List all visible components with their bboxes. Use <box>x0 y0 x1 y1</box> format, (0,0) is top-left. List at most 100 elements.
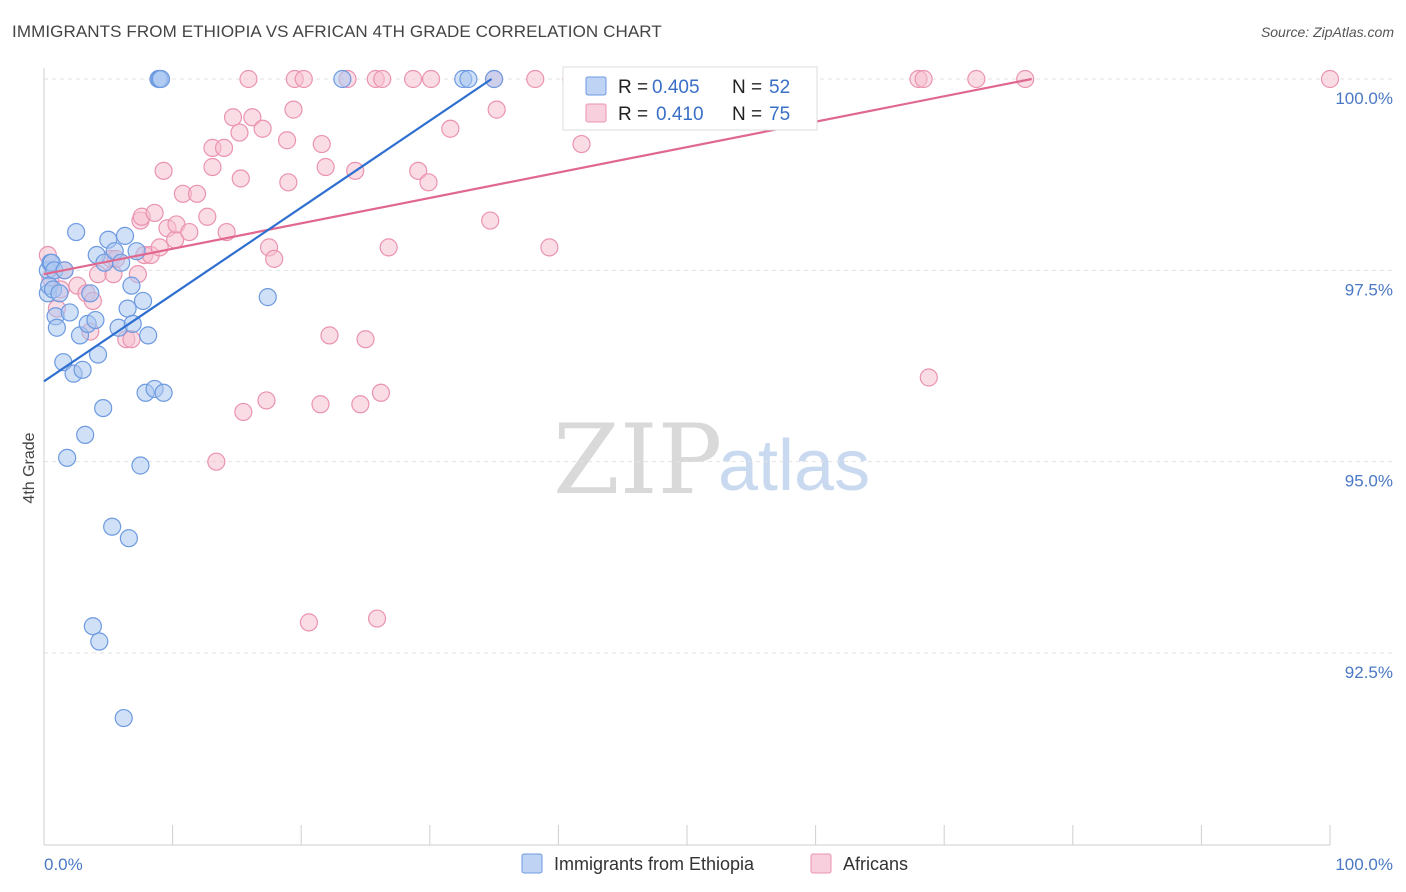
trend-line-ethiopia <box>43 78 493 383</box>
ethiopia-point-35 <box>118 299 137 318</box>
ethiopia-point-8 <box>47 318 66 337</box>
ethiopia-point-20 <box>81 284 100 303</box>
africans-point-35 <box>223 108 243 127</box>
legend-r-value-africans: 0.410 <box>656 104 704 125</box>
ethiopia-point-41 <box>133 291 153 311</box>
ethiopia-point-49 <box>258 288 277 307</box>
ethiopia-point-15 <box>67 222 86 242</box>
africans-point-72 <box>526 69 545 89</box>
legend-r-value-ethiopia: 0.405 <box>652 77 700 98</box>
ethiopia-point-12 <box>58 448 77 467</box>
africans-point-85 <box>1320 69 1340 89</box>
y-tick-label-92-5: 92.5% <box>1345 663 1393 682</box>
africans-point-65 <box>409 161 428 180</box>
africans-point-62 <box>373 69 392 89</box>
legend-r-label-ethiopia: R = <box>618 77 648 98</box>
africans-point-58 <box>356 330 375 349</box>
africans-point-50 <box>299 613 319 632</box>
ethiopia-point-18 <box>76 425 95 444</box>
x-tick-label-0: 0.0% <box>44 855 83 874</box>
africans-point-82 <box>919 368 938 387</box>
africans-point-36 <box>230 123 249 142</box>
watermark-atlas: atlas <box>718 426 870 506</box>
trend-line-africans <box>43 77 1032 276</box>
africans-point-29 <box>198 207 217 226</box>
legend-swatch-ethiopia <box>585 76 607 96</box>
africans-point-22 <box>154 161 173 180</box>
legend-r-label-africans: R = <box>618 104 648 125</box>
bottom-legend: Immigrants from Ethiopia Africans <box>521 853 908 874</box>
ethiopia-point-29 <box>103 517 122 536</box>
africans-point-42 <box>257 391 276 410</box>
ethiopia-point-37 <box>122 276 141 295</box>
africans-point-31 <box>203 157 222 177</box>
africans-point-81 <box>914 69 933 89</box>
legend-box: R = 0.405 N = 52 R = 0.410 N = 75 <box>562 66 818 131</box>
africans-point-37 <box>231 169 250 188</box>
africans-point-54 <box>320 326 339 345</box>
africans-point-20 <box>145 203 164 223</box>
legend-n-value-africans: 75 <box>769 104 790 125</box>
africans-point-68 <box>441 119 460 138</box>
ethiopia-point-36 <box>119 529 138 548</box>
y-tick-label-100-0: 100.0% <box>1335 89 1393 108</box>
ethiopia-point-17 <box>73 360 92 379</box>
x-tick-label-100: 100.0% <box>1335 855 1393 874</box>
africans-point-63 <box>379 238 398 257</box>
chart-title: IMMIGRANTS FROM ETHIOPIA VS AFRICAN 4TH … <box>12 22 662 41</box>
africans-point-67 <box>421 69 441 89</box>
ethiopia-point-13 <box>60 303 79 322</box>
ethiopia-point-22 <box>86 310 105 330</box>
ethiopia-point-33 <box>114 708 133 728</box>
africans-point-75 <box>572 134 591 154</box>
ethiopia-point-34 <box>115 226 135 245</box>
africans-point-47 <box>284 100 303 119</box>
legend-n-label-ethiopia: N = <box>732 77 762 98</box>
ethiopia-point-47 <box>151 69 171 89</box>
africans-point-49 <box>294 69 313 89</box>
africans-point-64 <box>403 69 423 89</box>
bottom-legend-swatch-africans <box>810 853 832 874</box>
africans-point-73 <box>540 238 559 257</box>
y-axis-label: 4th Grade <box>21 432 38 503</box>
africans-point-52 <box>312 134 331 154</box>
series-africans-points <box>38 69 1340 632</box>
africans-point-38 <box>234 402 253 422</box>
ethiopia-point-26 <box>94 398 113 418</box>
ethiopia-point-53 <box>485 69 504 89</box>
africans-point-27 <box>180 222 199 242</box>
africans-point-60 <box>367 609 387 628</box>
y-tick-label-95-0: 95.0% <box>1345 472 1393 491</box>
africans-point-45 <box>277 131 297 150</box>
ethiopia-point-52 <box>459 69 478 89</box>
watermark-zip: ZIP <box>553 404 722 516</box>
ethiopia-point-43 <box>139 326 158 345</box>
ethiopia-point-48 <box>154 383 173 402</box>
legend-swatch-africans <box>585 103 607 123</box>
africans-point-46 <box>279 173 298 192</box>
gridlines <box>44 78 1393 654</box>
africans-point-28 <box>187 184 207 203</box>
bottom-legend-label-africans: Africans <box>843 854 908 874</box>
africans-point-33 <box>214 138 234 157</box>
ethiopia-point-40 <box>131 456 150 475</box>
africans-point-71 <box>487 100 506 119</box>
africans-point-66 <box>419 173 438 192</box>
africans-point-44 <box>265 249 284 268</box>
trend-lines <box>43 77 1032 383</box>
bottom-legend-swatch-ethiopia <box>521 853 543 874</box>
africans-point-40 <box>243 108 262 127</box>
africans-point-57 <box>351 395 370 414</box>
africans-point-83 <box>967 69 986 89</box>
africans-point-41 <box>253 119 272 138</box>
africans-point-53 <box>316 157 335 177</box>
ethiopia-point-9 <box>50 284 69 303</box>
ethiopia-point-25 <box>90 632 109 651</box>
africans-point-32 <box>207 452 226 471</box>
legend-n-value-ethiopia: 52 <box>769 77 790 98</box>
ethiopia-point-50 <box>333 69 352 89</box>
ethiopia-point-21 <box>83 617 102 636</box>
y-tick-label-97-5: 97.5% <box>1345 280 1393 299</box>
legend-n-label-africans: N = <box>732 104 762 125</box>
